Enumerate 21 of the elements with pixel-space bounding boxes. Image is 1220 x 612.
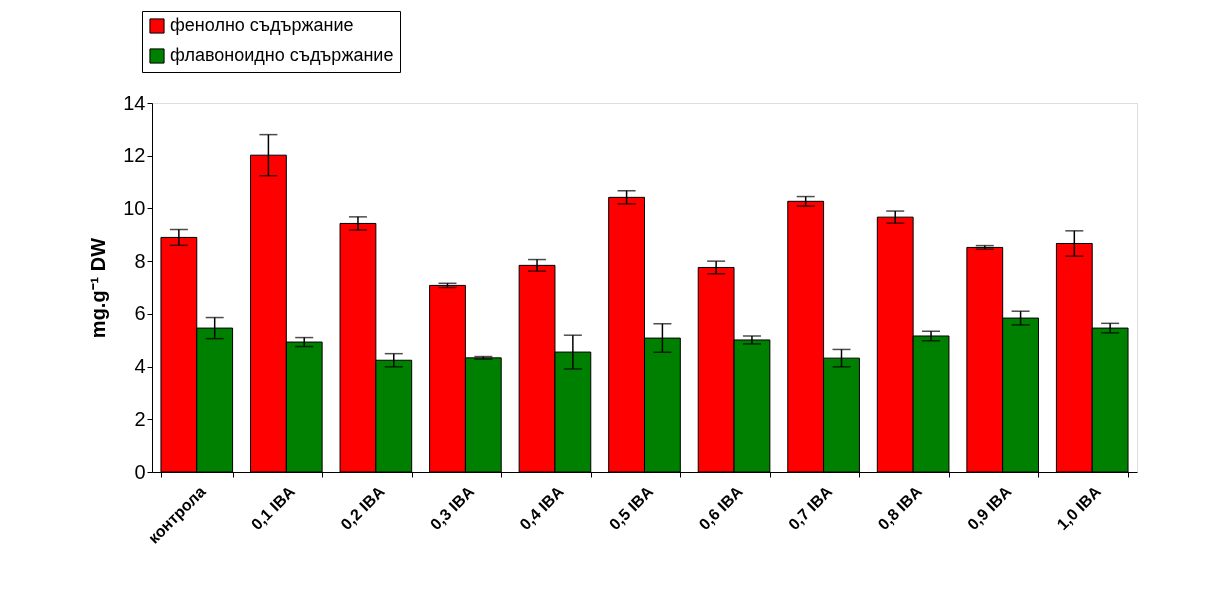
legend-label: фенолно съдържание	[170, 15, 354, 35]
y-tick-label: 4	[134, 355, 146, 378]
x-tick-label: 1,0 IBA	[1053, 482, 1105, 534]
x-tick-label: 0,6 IBA	[695, 482, 747, 534]
y-tick-label: 6	[134, 302, 146, 325]
y-tick-label: 8	[134, 249, 146, 272]
x-tick-label: 0,1 IBA	[247, 482, 299, 534]
y-tick-label: 2	[134, 407, 146, 430]
x-tick-label: 0,7 IBA	[785, 482, 836, 534]
legend-label: флавоноидно съдържание	[170, 45, 394, 65]
y-tick-label: 14	[123, 91, 146, 114]
x-tick-label: 0,2 IBA	[337, 482, 388, 534]
x-tick-label: 0,4 IBA	[516, 482, 568, 534]
x-tick-label: 0,3 IBA	[426, 482, 478, 534]
y-tick-label: 10	[123, 196, 146, 219]
y-tick-label: 0	[134, 460, 146, 483]
x-tick-label: 0,9 IBA	[964, 482, 1015, 534]
y-axis-title: mg.g⁻¹ DW	[87, 237, 110, 339]
y-tick-label: 12	[123, 144, 146, 167]
x-tick-label: 0,5 IBA	[605, 482, 657, 534]
x-tick-label: 0,8 IBA	[874, 482, 926, 534]
